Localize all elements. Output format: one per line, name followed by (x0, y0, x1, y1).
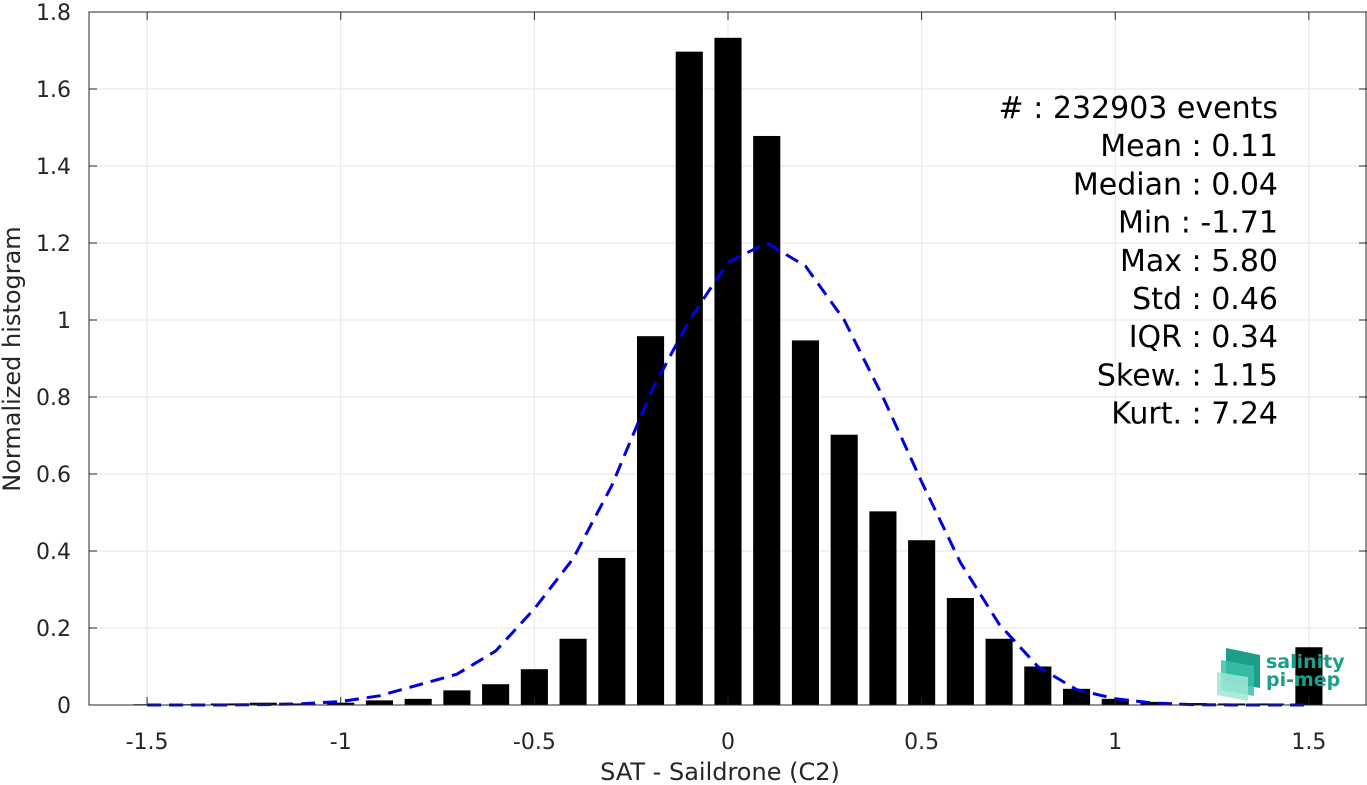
histogram-bar (1295, 647, 1323, 705)
histogram-bar (443, 690, 471, 705)
stats-line: Max : 5.80 (1120, 244, 1278, 279)
y-tick-label: 0 (57, 694, 71, 719)
histogram-bar (869, 511, 897, 705)
stats-line: Mean : 0.11 (1100, 129, 1278, 164)
y-tick-label: 1.2 (36, 232, 71, 257)
stats-line: Kurt. : 7.24 (1111, 397, 1278, 432)
y-tick-label: 1 (57, 309, 71, 334)
histogram-bar (404, 698, 432, 705)
histogram-bar (365, 700, 394, 705)
histogram-bars (133, 37, 1323, 706)
histogram-bar (985, 638, 1013, 705)
histogram-bar (559, 638, 587, 705)
stats-line: # : 232903 events (999, 91, 1278, 126)
y-tick-label: 1.6 (36, 78, 71, 103)
y-tick-labels: 0 0.2 0.4 0.6 0.8 1 1.2 1.4 1.6 1.8 (36, 1, 71, 719)
x-tick-label: 1 (1108, 730, 1122, 755)
stats-line: Median : 0.04 (1073, 167, 1278, 202)
histogram-bar (753, 135, 781, 706)
y-tick-label: 0.2 (36, 617, 71, 642)
salinity-pi-mep-logo: salinity pi-mep (1217, 648, 1345, 701)
logo-text-salinity: salinity (1266, 651, 1345, 673)
y-tick-label: 0.6 (36, 463, 71, 488)
y-tick-label: 0.8 (36, 386, 71, 411)
x-tick-label: -0.5 (513, 730, 556, 755)
histogram-bar (830, 434, 858, 705)
y-tick-label: 0.4 (36, 540, 71, 565)
x-tick-label: -1.5 (126, 730, 169, 755)
stats-line: IQR : 0.34 (1129, 320, 1278, 355)
y-axis-title: Normalized histogram (0, 226, 26, 491)
x-tick-label: 1.5 (1291, 730, 1326, 755)
histogram-bar (482, 684, 510, 705)
histogram-bar (636, 336, 665, 705)
stats-line: Std : 0.46 (1132, 282, 1278, 317)
histogram-bar (1140, 701, 1168, 705)
histogram-bar (908, 540, 936, 705)
y-tick-label: 1.4 (36, 155, 71, 180)
x-tick-label: 0 (721, 730, 735, 755)
y-tick-label: 1.8 (36, 1, 71, 26)
logo-text-pi-mep: pi-mep (1266, 669, 1340, 691)
logo-mark-front (1217, 672, 1248, 701)
x-tick-labels: -1.5 -1 -0.5 0 0.5 1 1.5 (126, 730, 1327, 755)
histogram-bar (946, 597, 974, 705)
histogram-bar (1024, 666, 1052, 705)
x-axis-title: SAT - Saildrone (C2) (600, 758, 840, 785)
histogram-bar (714, 37, 742, 706)
histogram-bar (1062, 688, 1091, 705)
histogram-bar (791, 340, 820, 705)
stats-line: Min : -1.71 (1118, 206, 1278, 241)
histogram-bar (675, 51, 703, 705)
x-tick-label: -1 (330, 730, 352, 755)
stats-line: Skew. : 1.15 (1097, 358, 1278, 393)
histogram-bar (598, 557, 626, 705)
x-tick-label: 0.5 (904, 730, 939, 755)
axis-ticks (89, 11, 1367, 706)
